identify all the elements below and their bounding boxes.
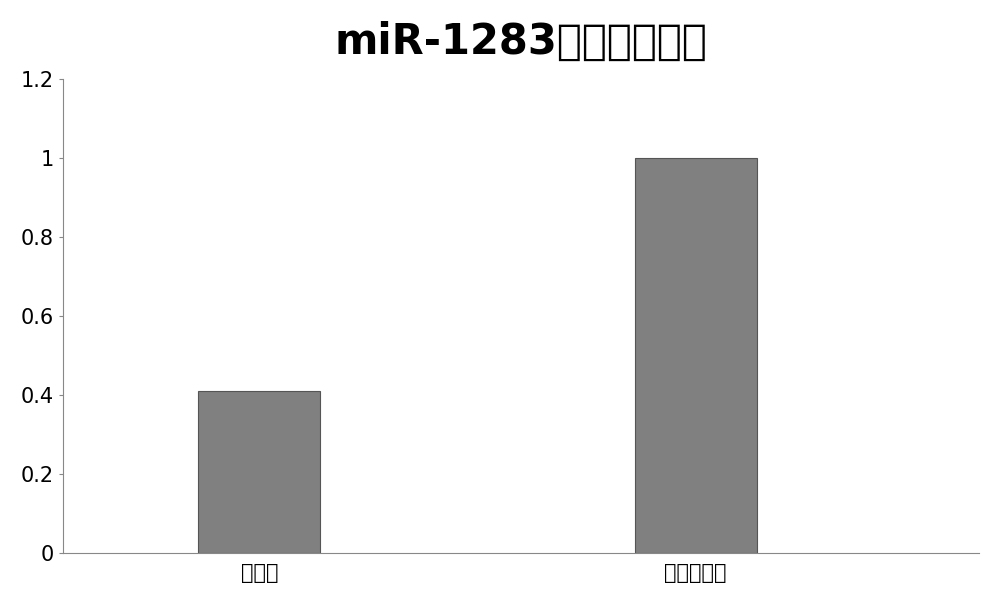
Bar bbox=[198, 391, 320, 553]
Bar bbox=[635, 158, 757, 553]
Title: miR-1283相对表达情况: miR-1283相对表达情况 bbox=[335, 21, 708, 63]
